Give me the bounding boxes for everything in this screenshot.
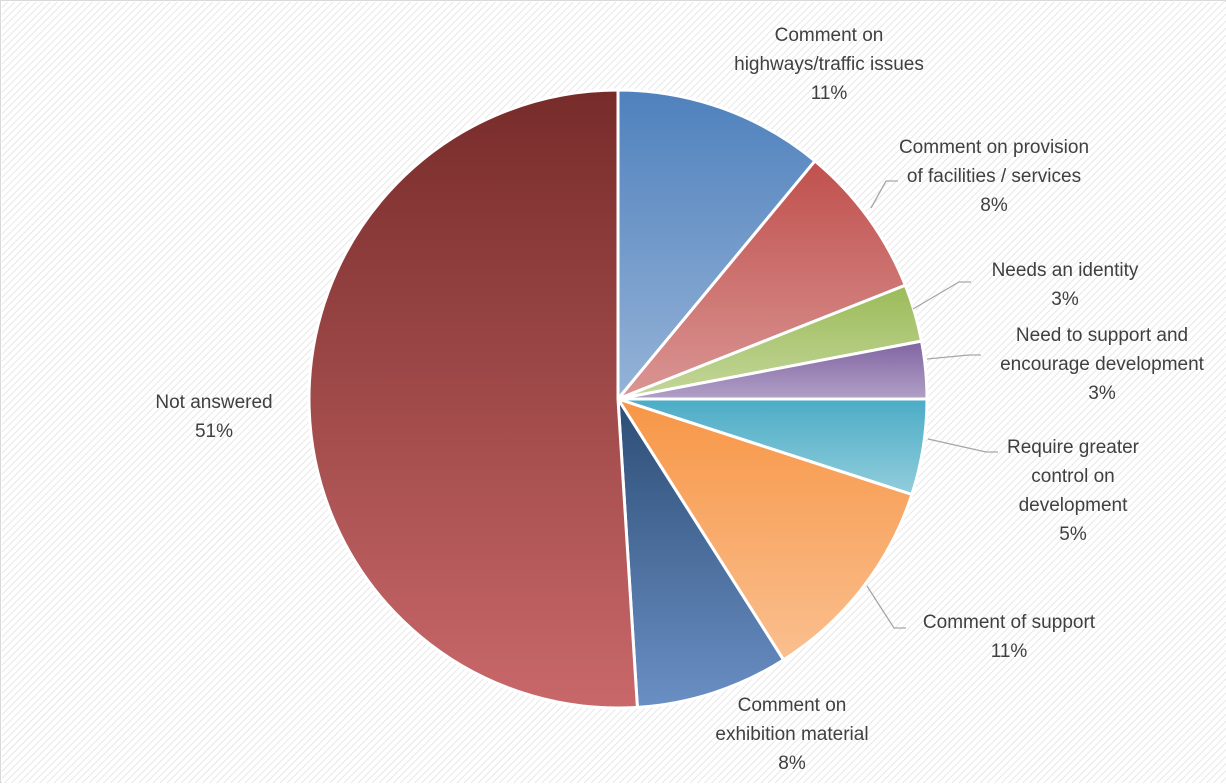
data-label-category: Needs an identity bbox=[992, 260, 1139, 281]
data-label-percent: 3% bbox=[1051, 289, 1079, 310]
data-label-category: Need to support and bbox=[1016, 325, 1188, 346]
data-label-2: Needs an identity 3% bbox=[992, 260, 1139, 310]
slices-layer bbox=[307, 88, 929, 710]
pie-slice-7 bbox=[307, 88, 639, 710]
data-label-category: exhibition material bbox=[715, 724, 868, 745]
data-label-percent: 8% bbox=[980, 195, 1008, 216]
data-label-category: encourage development bbox=[1000, 354, 1205, 375]
data-label-category: Comment on bbox=[775, 25, 884, 46]
data-label-category: Not answered bbox=[155, 392, 272, 413]
data-label-percent: 51% bbox=[195, 421, 233, 442]
pie-slice-6 bbox=[616, 397, 786, 709]
data-label-category: highways/traffic issues bbox=[734, 54, 924, 75]
pie-slice-1 bbox=[616, 159, 907, 401]
data-label-7: Not answered 51% bbox=[155, 392, 272, 442]
data-label-percent: 3% bbox=[1088, 383, 1116, 404]
leader-line-1 bbox=[870, 180, 898, 209]
leader-line-3 bbox=[926, 354, 981, 360]
pie-slice-0 bbox=[616, 88, 817, 401]
data-label-3: Need to support and encourage development… bbox=[1000, 325, 1205, 404]
leader-line-2 bbox=[912, 281, 971, 310]
data-label-1: Comment on provision of facilities / serv… bbox=[899, 137, 1089, 216]
data-label-percent: 11% bbox=[991, 641, 1028, 662]
data-label-0: Comment on highways/traffic issues 11% bbox=[734, 25, 924, 104]
data-label-percent: 5% bbox=[1059, 524, 1087, 545]
data-label-category: Comment on bbox=[738, 695, 847, 716]
data-label-category: control on bbox=[1031, 466, 1114, 487]
data-label-category: of facilities / services bbox=[907, 166, 1081, 187]
data-label-percent: 8% bbox=[778, 753, 806, 774]
data-label-category: Comment of support bbox=[923, 612, 1096, 633]
leader-line-5 bbox=[866, 585, 906, 629]
data-label-category: Require greater bbox=[1007, 437, 1140, 458]
data-label-category: Comment on provision bbox=[899, 137, 1089, 158]
data-label-6: Comment on exhibition material 8% bbox=[715, 695, 868, 774]
leader-lines-layer bbox=[866, 180, 998, 629]
data-label-4: Require greater control on development 5% bbox=[1007, 437, 1140, 545]
data-label-percent: 11% bbox=[811, 83, 848, 104]
data-label-5: Comment of support 11% bbox=[923, 612, 1096, 662]
data-label-category: development bbox=[1019, 495, 1129, 516]
leader-line-4 bbox=[927, 438, 998, 453]
pie-slice-5 bbox=[616, 397, 914, 662]
